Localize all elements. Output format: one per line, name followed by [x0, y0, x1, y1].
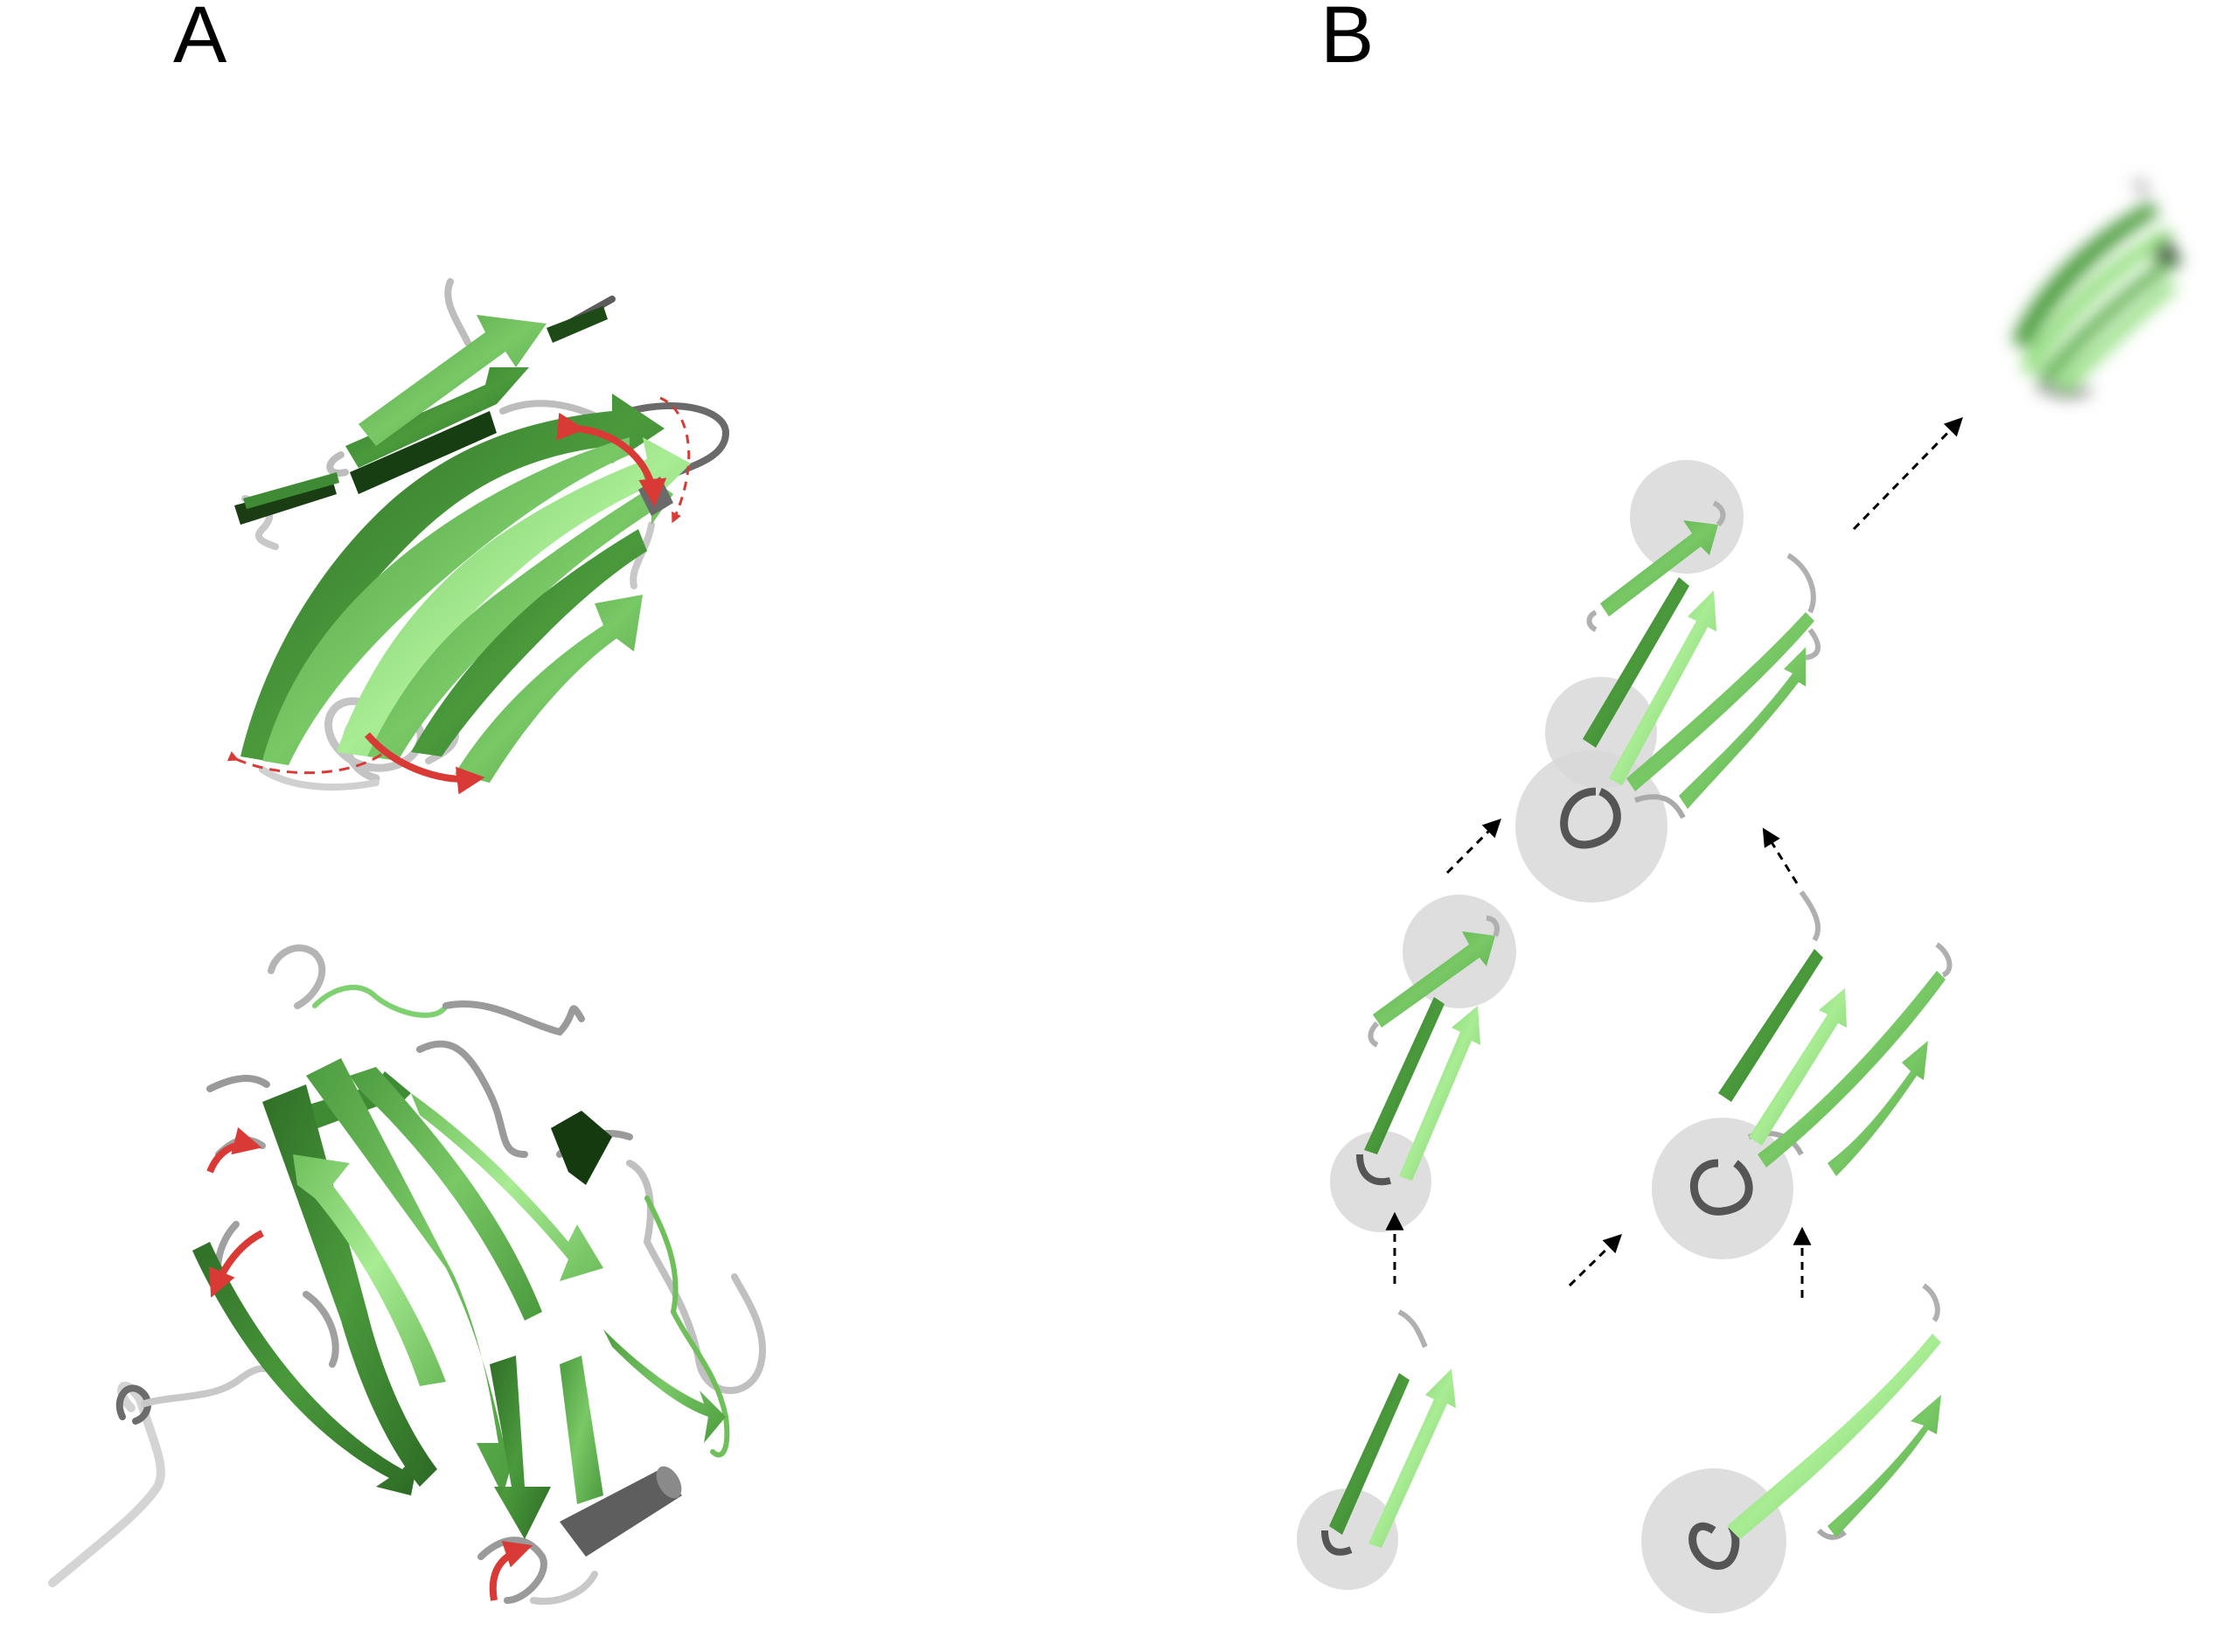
strand-a-bottom-5	[293, 1154, 446, 1386]
highlight-circle-b2	[1641, 1468, 1786, 1614]
protein-a-bottom	[48, 944, 766, 1605]
strand-a-top-4	[345, 367, 529, 468]
flow-arrows	[1385, 416, 1963, 1298]
strand-a-top-2	[243, 472, 339, 509]
strand-a-top-6	[547, 306, 608, 343]
panel-label-a: A	[173, 0, 227, 80]
flow-arrow-6	[1852, 416, 1963, 531]
strand-a-bottom-7	[411, 1093, 603, 1281]
strand-a-bottom-9	[560, 1356, 603, 1504]
highlight-circle-b7	[1515, 750, 1667, 903]
flow-arrow-5	[1762, 827, 1799, 884]
hairpin-state-2	[1688, 1283, 1941, 1570]
strand-a-bottom-10	[551, 1111, 612, 1185]
hairpin-state-3	[1356, 916, 1500, 1186]
strand-a-top-5	[359, 315, 547, 446]
highlight-circle-b4	[1652, 1118, 1793, 1259]
protein-a-top	[226, 278, 730, 795]
red-arrows-a-top	[226, 396, 691, 795]
panel-label-b: B	[1320, 0, 1375, 80]
strand-a-bottom-6	[350, 1067, 542, 1321]
strand-a-bottom-3	[262, 1084, 437, 1487]
strand-a-top-10	[367, 472, 673, 761]
helix-a-bottom	[560, 1469, 682, 1557]
helix-a-bottom-cap	[656, 1466, 682, 1499]
folded-state-blurred	[2011, 179, 2182, 398]
hairpin-state-4	[1690, 890, 1953, 1216]
strand-a-bottom-11	[603, 1329, 726, 1443]
flow-arrow-4	[1445, 819, 1501, 875]
hairpin-state-5	[1560, 500, 1821, 849]
panel-b-diagram	[1297, 179, 2182, 1614]
strand-a-bottom-8	[490, 1356, 551, 1539]
strand-a-top-12	[455, 595, 643, 783]
hairpin-state-1	[1321, 1309, 1456, 1556]
highlight-circle-b1	[1297, 1488, 1398, 1590]
red-arrows-a-bottom	[206, 1127, 533, 1601]
flow-arrow-2	[1568, 1234, 1622, 1287]
highlight-circle-b8	[1630, 460, 1744, 574]
strand-a-bottom-4	[306, 1058, 520, 1495]
strand-a-top-11	[411, 529, 647, 756]
strand-a-top-3	[350, 411, 497, 494]
